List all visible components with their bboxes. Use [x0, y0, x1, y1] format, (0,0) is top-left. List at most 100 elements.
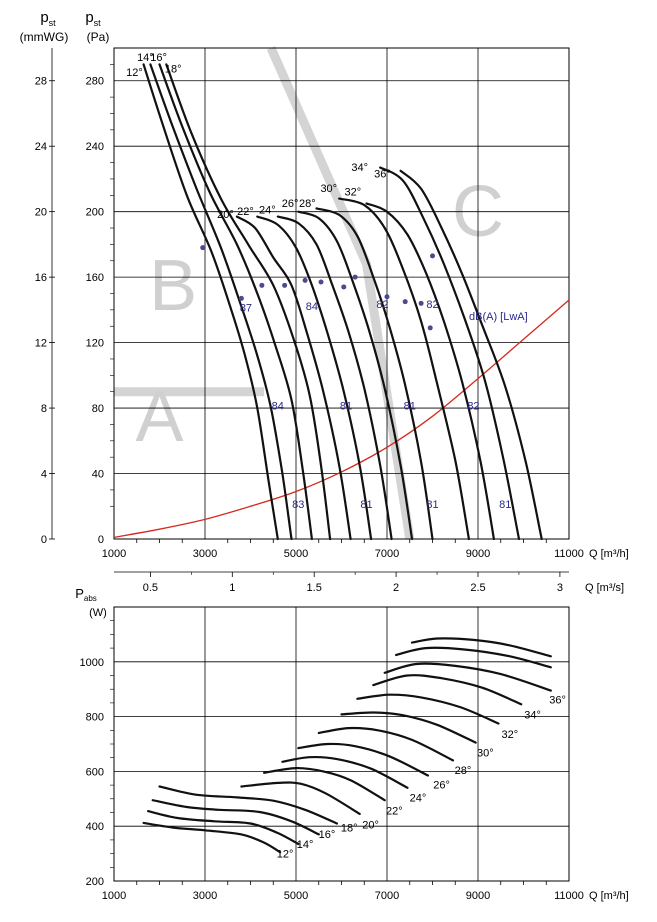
x-tick-label: 7000: [375, 548, 399, 560]
power-angle-label: 14°: [297, 839, 314, 851]
y-tick-label-mmwg: 24: [35, 141, 47, 153]
x-axis-power-label: Q [m³/h]: [589, 890, 629, 902]
noise-data-label: 83: [292, 499, 304, 511]
x-tick-label: 9000: [466, 548, 490, 560]
noise-label: dB(A) [LwA]: [469, 311, 528, 323]
x-axis-m3s-label: Q [m³/s]: [585, 582, 624, 594]
x2-tick-label: 3: [557, 582, 563, 594]
noise-data-label: 82: [467, 401, 479, 413]
blade-angle-label: 16°: [150, 52, 167, 64]
zone-label: B: [149, 246, 197, 326]
power-curves: [142, 637, 552, 854]
pressure-curve: [338, 197, 470, 541]
pressure-curve: [276, 215, 393, 541]
operating-point: [430, 253, 435, 259]
power-y-tick-label: 400: [86, 821, 104, 833]
power-curve: [297, 742, 429, 777]
power-curve: [158, 785, 338, 825]
x2-tick-label: 2: [393, 582, 399, 594]
y-axis-pa-unit: (Pa): [87, 30, 110, 44]
power-curve: [151, 799, 320, 836]
power-curve: [356, 693, 500, 725]
blade-angle-label: 24°: [259, 204, 276, 216]
power-angle-label: 12°: [277, 849, 294, 861]
y-tick-label-pa: 240: [86, 141, 104, 153]
y-tick-label-pa: 160: [86, 272, 104, 284]
power-x-tick-label: 5000: [284, 890, 308, 902]
blade-angle-label: 34°: [351, 162, 368, 174]
noise-data-label: 87: [240, 303, 252, 315]
x-tick-label: 1000: [102, 548, 126, 560]
power-angle-label: 22°: [386, 806, 403, 818]
power-angle-label: 24°: [410, 793, 427, 805]
operating-point: [418, 300, 424, 306]
power-labels: 12°14° 16° 18° 20° 22° 24° 26° 28° 30° 32° 34° 36°: [277, 694, 566, 860]
blade-angle-label: 14°: [137, 52, 154, 64]
operating-point: [384, 294, 390, 300]
y-tick-label-mmwg: 0: [41, 534, 47, 546]
blade-angle-label: 28°: [299, 198, 316, 210]
power-angle-label: 28°: [455, 765, 472, 777]
operating-point: [427, 325, 433, 331]
zone-overlay: ABC: [114, 46, 504, 540]
power-angle-label: 30°: [477, 747, 494, 759]
x-tick-label: 11000: [554, 548, 584, 560]
power-angle-label: 26°: [433, 779, 450, 791]
y-tick-label-mmwg: 16: [35, 272, 47, 284]
operating-point: [402, 299, 408, 305]
absorbed-power-chart: 1000 3000 5000 7000 9000 11000 200 400 600 800 100…: [75, 586, 629, 902]
power-angle-label: 16°: [319, 829, 336, 841]
power-y-tick-label: 200: [86, 876, 104, 888]
zone-label: A: [135, 377, 183, 457]
operating-point: [259, 282, 265, 288]
operating-point: [282, 282, 288, 288]
noise-data-label: 84: [272, 401, 284, 413]
x-tick-label: 3000: [193, 548, 217, 560]
noise-data-label: 81: [499, 499, 511, 511]
y-tick-label-pa: 280: [86, 76, 104, 88]
operating-point: [238, 295, 244, 301]
blade-angle-label: 32°: [345, 186, 362, 198]
noise-data-label: 81: [426, 499, 438, 511]
noise-data-label: 84: [306, 301, 318, 313]
x-tick-label: 5000: [284, 548, 308, 560]
y-tick-label-pa: 80: [92, 403, 104, 415]
blade-angle-label: 36°: [374, 168, 391, 180]
power-x-tick-label: 1000: [102, 890, 126, 902]
operating-point: [302, 277, 308, 283]
pressure-curve: [365, 202, 495, 541]
power-x-tick-label: 11000: [554, 890, 584, 902]
power-curve: [410, 637, 552, 658]
power-curve: [383, 662, 552, 692]
y-tick-label-pa: 120: [86, 338, 104, 350]
pressure-curve: [379, 166, 521, 541]
power-curve: [240, 781, 361, 815]
y-axis-mmwg-unit: (mmWG): [20, 30, 69, 44]
operating-point: [352, 274, 358, 280]
power-curve: [147, 810, 300, 846]
blade-angle-label: 20°: [217, 209, 234, 221]
operating-point: [200, 245, 206, 251]
pressure-curve: [142, 63, 279, 541]
power-curve: [317, 726, 455, 762]
power-y-tick-label: 600: [86, 766, 104, 778]
pressure-curve: [315, 207, 434, 541]
y-tick-label-pa: 40: [92, 469, 104, 481]
power-curve: [340, 711, 477, 744]
blade-angle-label: 26°: [282, 198, 299, 210]
power-x-tick-label: 3000: [193, 890, 217, 902]
noise-data-label: 81: [360, 499, 372, 511]
pressure-curve: [158, 63, 313, 541]
power-curve: [263, 766, 386, 802]
power-curve: [395, 646, 552, 669]
pressure-curve: [235, 215, 352, 541]
power-curve: [142, 821, 282, 854]
zone-boundary: [266, 46, 415, 540]
power-angle-label: 20°: [362, 819, 379, 831]
power-grid: 1000 3000 5000 7000 9000 11000 200 400 600 800 100…: [80, 606, 584, 902]
y-axis-power-symbol: Pabs: [75, 586, 97, 603]
static-pressure-chart: ABC 1000 3000 5000 7000 9000 1100000404808120…: [20, 9, 629, 594]
noise-data-label: 82: [426, 299, 438, 311]
noise-data-label: 81: [340, 401, 352, 413]
